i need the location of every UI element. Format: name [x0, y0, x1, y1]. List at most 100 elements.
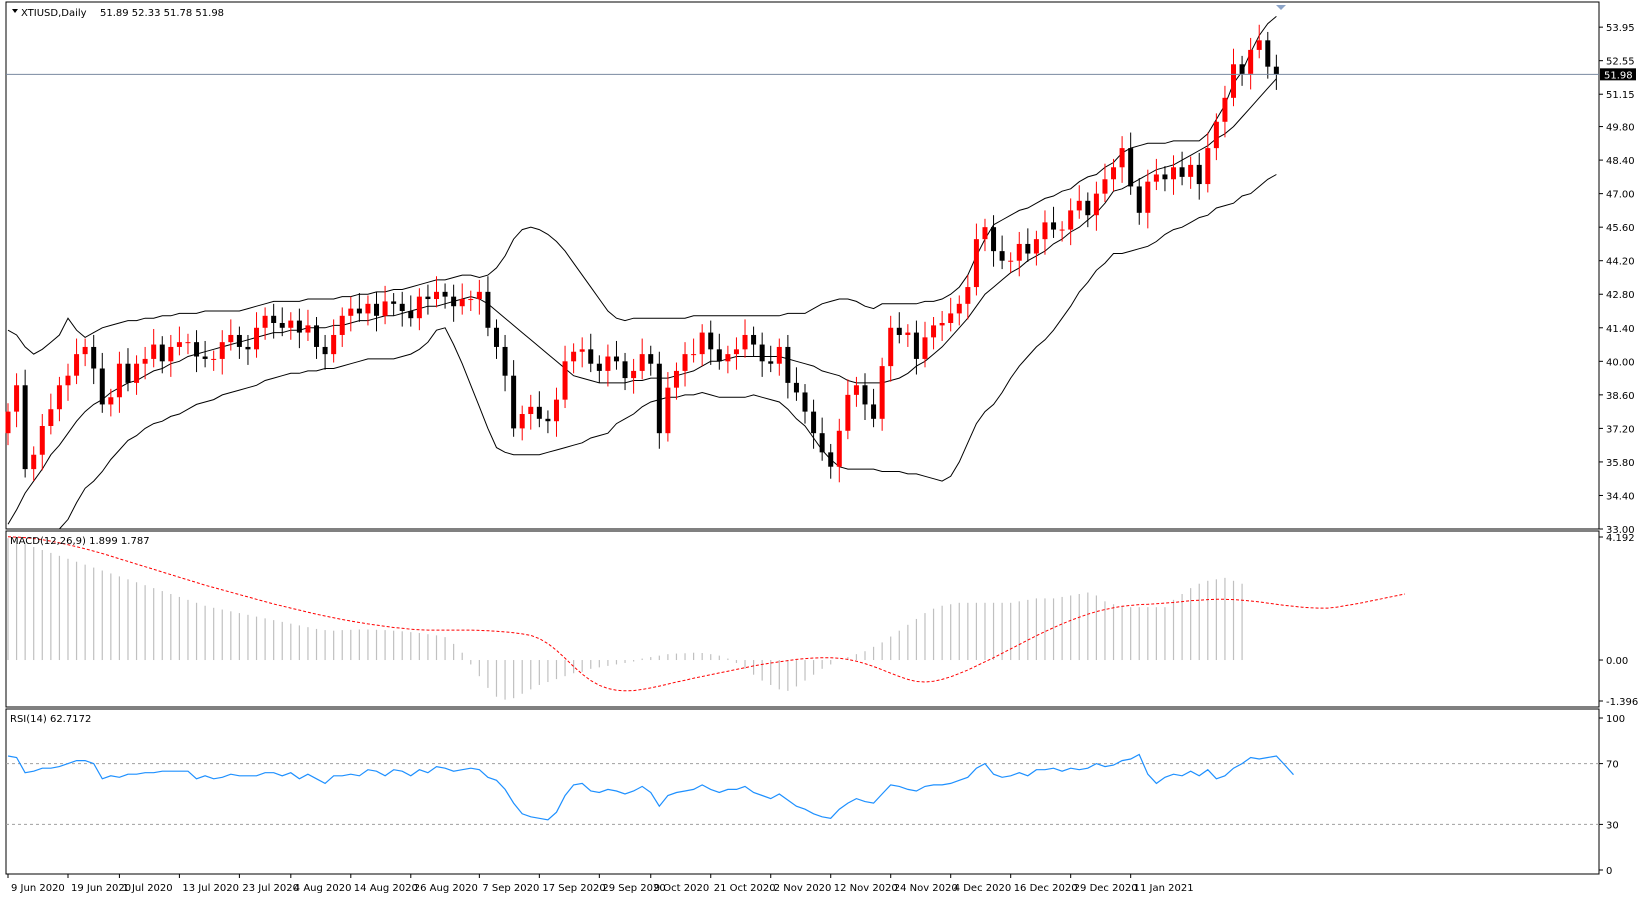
candle-body [613, 356, 619, 362]
candle-body [965, 287, 971, 304]
candle [751, 326, 757, 357]
price-badge [1600, 68, 1636, 81]
candle [776, 338, 782, 376]
macd-y-axis: 4.192 0.00 -1.396 [1599, 533, 1638, 708]
candle-body [913, 332, 919, 359]
candle [1016, 231, 1022, 277]
candle [459, 283, 465, 315]
shift-marker-icon[interactable] [1276, 5, 1286, 10]
candle [973, 223, 979, 296]
candle [905, 324, 911, 347]
candle-body [785, 346, 791, 383]
bollinger-middle-line [7, 78, 1277, 525]
ohlc-label: 51.89 52.33 51.78 51.98 [100, 8, 224, 19]
candle [125, 348, 131, 392]
candle [888, 315, 894, 382]
candle [1171, 155, 1177, 195]
candle [571, 343, 577, 374]
candle-body [639, 354, 645, 371]
candle-body [39, 425, 45, 455]
candle [528, 394, 534, 430]
candle-body [879, 366, 885, 419]
candle [245, 334, 251, 365]
y-tick-label: 45.60 [1606, 223, 1635, 234]
y-tick-label: 35.80 [1606, 458, 1635, 469]
candle-body [751, 334, 757, 345]
candle-body [245, 346, 251, 350]
candle [742, 319, 748, 358]
candle [314, 317, 320, 359]
candle-body [31, 454, 37, 470]
price-badge-text: 51.98 [1604, 70, 1633, 81]
candle-body [442, 291, 448, 297]
candle [871, 388, 877, 428]
x-tick-label: 29 Dec 2020 [1074, 883, 1138, 894]
candle [211, 350, 217, 371]
candle-body [905, 332, 911, 335]
candle-body [14, 385, 20, 412]
candle [322, 334, 328, 370]
y-tick-label: 33.00 [1606, 525, 1635, 536]
x-tick-label: 2 Nov 2020 [774, 883, 832, 894]
x-tick-label: 4 Dec 2020 [954, 883, 1012, 894]
candle-body [708, 332, 714, 350]
candle-body [896, 327, 902, 335]
candle-body [1051, 222, 1057, 230]
candle [836, 418, 842, 483]
y-tick-label: 70 [1606, 760, 1619, 771]
candle [1025, 228, 1031, 262]
candle-body [999, 251, 1005, 261]
y-tick-label: 49.80 [1606, 123, 1635, 134]
candle-body [545, 418, 551, 422]
candle [665, 372, 671, 442]
candle-body [862, 385, 868, 405]
candle [725, 345, 731, 374]
candle [853, 376, 859, 407]
candle-body [339, 315, 345, 335]
candle-body [1128, 148, 1134, 187]
candle-body [48, 409, 54, 426]
candle [1213, 113, 1219, 161]
candle [116, 351, 122, 413]
candle [536, 391, 542, 428]
candle-body [1179, 167, 1185, 177]
candle [562, 345, 568, 409]
candle-body [991, 227, 997, 252]
candle-body [1196, 164, 1202, 185]
candle-body [948, 313, 954, 323]
candle-body [1273, 66, 1279, 75]
candle [331, 319, 337, 363]
candle [1111, 158, 1117, 192]
y-tick-label: 52.55 [1606, 57, 1635, 68]
candle [91, 334, 97, 385]
candle-body [314, 325, 320, 347]
candle-body [828, 452, 834, 467]
candle [391, 293, 397, 316]
y-tick-label: 0.00 [1606, 656, 1628, 667]
macd-label: MACD(12,26,9) 1.899 1.787 [10, 536, 150, 547]
candle-body [596, 363, 602, 371]
candle-body [262, 315, 268, 328]
collapse-triangle-icon[interactable] [12, 9, 18, 13]
candle [1051, 206, 1057, 238]
candle-body [322, 346, 328, 355]
candle-body [776, 346, 782, 364]
y-tick-label: 38.60 [1606, 391, 1635, 402]
candle [176, 326, 182, 356]
candle-body [502, 346, 508, 376]
candle [699, 324, 705, 367]
candle-body [656, 363, 662, 434]
candle-body [176, 342, 182, 347]
candle [74, 338, 80, 385]
candle-body [408, 311, 414, 319]
candle [365, 295, 371, 326]
candle [1273, 54, 1279, 90]
candle [948, 297, 954, 332]
candle-body [605, 356, 611, 371]
candle [1145, 169, 1151, 229]
candle [134, 355, 140, 395]
x-tick-label: 12 Nov 2020 [834, 883, 898, 894]
candle-body [22, 385, 28, 470]
candle-body [356, 308, 362, 314]
candle [811, 399, 817, 449]
